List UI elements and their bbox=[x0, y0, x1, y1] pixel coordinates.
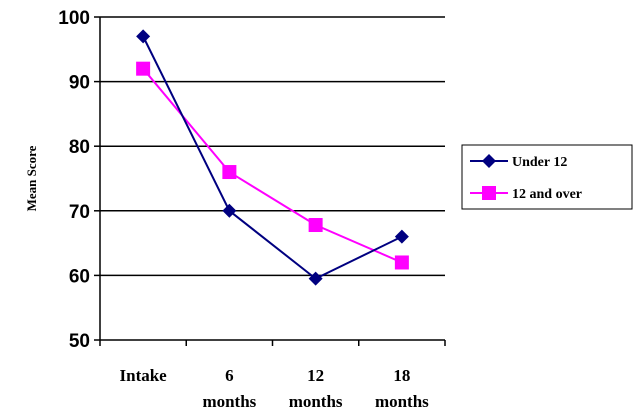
data-point bbox=[136, 29, 151, 44]
series-under-12 bbox=[136, 29, 409, 286]
data-point bbox=[308, 218, 323, 233]
y-tick-label: 60 bbox=[69, 266, 90, 287]
data-point bbox=[136, 61, 151, 76]
x-tick-label: 12 months bbox=[289, 366, 343, 411]
x-tick-label: 18 months bbox=[375, 366, 429, 411]
x-tick-label-line: 18 bbox=[393, 366, 410, 385]
data-point bbox=[222, 165, 237, 180]
legend-item: Under 12 bbox=[470, 154, 567, 170]
x-tick-label: 6 months bbox=[202, 366, 256, 411]
legend-marker bbox=[482, 154, 496, 168]
x-tick-label-line: months bbox=[375, 392, 429, 411]
y-tick-label: 90 bbox=[69, 73, 90, 94]
series-12-and-over bbox=[136, 61, 409, 270]
legend-marker bbox=[482, 186, 496, 200]
data-point bbox=[222, 203, 237, 218]
x-tick-label-line: Intake bbox=[120, 366, 168, 385]
data-point bbox=[394, 255, 409, 270]
axes bbox=[99, 17, 445, 341]
y-tick-label: 100 bbox=[58, 8, 90, 29]
legend: Under 12 12 and over bbox=[461, 144, 633, 210]
x-tick-label-line: 12 bbox=[307, 366, 324, 385]
legend-label: 12 and over bbox=[512, 187, 582, 202]
y-tick-label: 80 bbox=[69, 137, 90, 158]
x-tick-label-line: months bbox=[202, 392, 256, 411]
series-line bbox=[142, 68, 403, 264]
y-tick-label: 50 bbox=[69, 331, 90, 352]
legend-label: Under 12 bbox=[512, 155, 567, 170]
series-line bbox=[142, 35, 403, 280]
gridlines bbox=[100, 16, 445, 277]
legend-item: 12 and over bbox=[470, 186, 582, 202]
data-point bbox=[394, 229, 409, 244]
x-axis-ticks: Intake 6 months 12 months 18 months bbox=[99, 340, 446, 411]
data-point bbox=[308, 271, 323, 286]
y-axis-ticks: 50 60 70 80 90 100 bbox=[58, 8, 100, 352]
series-group bbox=[136, 29, 409, 286]
y-axis-label: Mean Score bbox=[24, 145, 39, 211]
x-tick-label: Intake bbox=[120, 366, 168, 385]
x-tick-label-line: months bbox=[289, 392, 343, 411]
x-tick-label-line: 6 bbox=[225, 366, 234, 385]
y-tick-label: 70 bbox=[69, 202, 90, 223]
